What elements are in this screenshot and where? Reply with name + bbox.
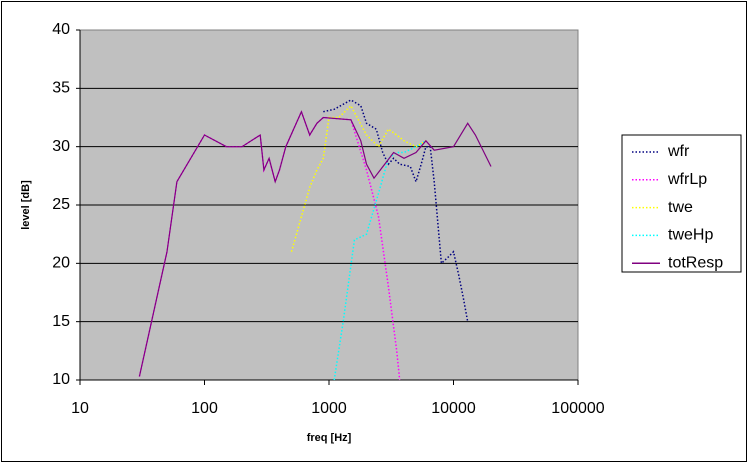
x-tick-label: 100000 [551, 400, 604, 417]
y-tick-label: 15 [52, 313, 70, 330]
x-tick-label: 1000 [311, 400, 347, 417]
legend-label: wfrLp [667, 171, 707, 188]
x-tick-label: 10000 [431, 400, 476, 417]
x-axis-label: freq [Hz] [307, 432, 352, 444]
series-line [290, 104, 427, 252]
y-tick-label: 10 [52, 371, 70, 388]
legend [621, 134, 742, 273]
y-tick-label: 20 [52, 255, 70, 272]
legend-label: tweHp [668, 227, 713, 244]
x-tick-label: 100 [191, 400, 218, 417]
legend-label: twe [668, 199, 693, 216]
y-tick-label: 25 [52, 196, 70, 213]
legend-label: wfr [667, 143, 690, 160]
series-line [138, 109, 401, 381]
legend-label: totResp [668, 254, 723, 271]
series-line [323, 99, 469, 322]
series-line [138, 110, 492, 377]
x-tick-label: 10 [71, 400, 89, 417]
y-axis-label: level [dB] [20, 180, 32, 230]
y-tick-label: 30 [52, 138, 70, 155]
y-tick-label: 35 [52, 80, 70, 97]
y-tick-label: 40 [52, 21, 70, 38]
